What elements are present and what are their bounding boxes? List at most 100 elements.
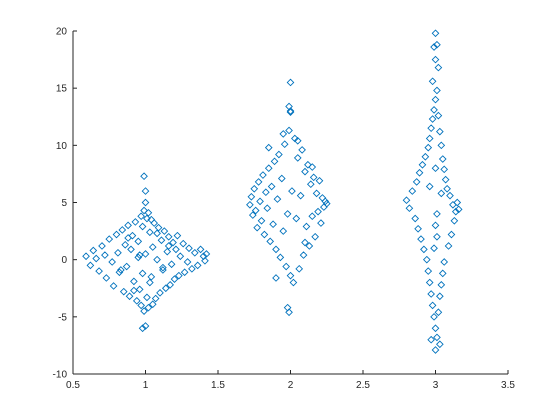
data-point	[322, 199, 331, 208]
data-point	[146, 278, 154, 287]
data-point	[156, 288, 164, 297]
data-point	[119, 287, 128, 296]
data-point	[173, 231, 182, 240]
data-point	[427, 290, 435, 298]
data-point	[308, 212, 317, 221]
data-point	[425, 278, 434, 287]
data-point	[450, 216, 459, 225]
data-point	[118, 226, 127, 234]
data-point	[305, 242, 314, 250]
data-point	[105, 235, 114, 243]
data-point	[286, 108, 295, 117]
data-point	[122, 262, 131, 271]
series-2	[246, 78, 331, 317]
y-tick-label: 15	[56, 84, 68, 95]
data-point	[434, 111, 443, 120]
data-point	[130, 277, 138, 286]
data-point	[279, 130, 288, 138]
data-point	[121, 240, 130, 249]
data-point	[266, 237, 275, 246]
data-point	[137, 301, 145, 310]
data-point	[437, 189, 446, 198]
data-point	[247, 192, 256, 201]
data-point	[434, 63, 443, 72]
data-point	[148, 243, 157, 251]
data-point	[193, 261, 202, 270]
data-point	[153, 229, 161, 238]
data-point	[202, 250, 211, 258]
data-point	[428, 115, 437, 123]
data-point	[264, 143, 273, 152]
data-point	[89, 246, 98, 255]
data-point	[148, 300, 157, 309]
data-point	[293, 136, 302, 145]
x-tick-label: 3	[433, 380, 439, 391]
data-point	[163, 247, 172, 256]
data-point	[444, 242, 453, 250]
data-point	[257, 216, 266, 225]
data-point	[272, 274, 280, 282]
data-point	[157, 236, 166, 245]
data-point	[279, 227, 288, 235]
data-point	[425, 182, 434, 191]
data-point	[272, 245, 280, 254]
data-point	[315, 176, 324, 185]
data-point	[308, 163, 317, 171]
data-point	[160, 227, 169, 235]
x-tick-label: 3.5	[501, 380, 515, 391]
data-point	[422, 255, 431, 264]
data-point	[433, 40, 441, 49]
data-point	[312, 189, 321, 198]
data-point	[101, 251, 109, 259]
data-point	[431, 95, 440, 104]
data-point	[159, 266, 167, 274]
data-point	[180, 268, 189, 277]
data-point	[433, 333, 441, 342]
data-point	[159, 263, 167, 272]
data-point	[98, 242, 106, 250]
data-point	[301, 238, 309, 247]
y-tick-label: 20	[56, 27, 68, 38]
data-point	[321, 197, 330, 206]
data-point	[109, 282, 118, 290]
data-point	[282, 262, 290, 271]
data-point	[275, 150, 283, 159]
data-point	[253, 223, 261, 232]
data-point	[141, 250, 150, 258]
data-point	[153, 255, 161, 264]
data-point	[264, 164, 273, 173]
data-point	[430, 312, 438, 321]
data-point	[283, 210, 292, 218]
series-1	[82, 172, 211, 333]
x-tick-label: 2	[288, 380, 294, 391]
data-point	[433, 86, 441, 95]
data-point	[260, 230, 269, 239]
data-point	[134, 253, 143, 262]
data-point	[267, 182, 276, 191]
data-point	[259, 171, 267, 179]
data-point	[424, 143, 433, 152]
data-point	[82, 252, 90, 261]
data-point	[446, 191, 454, 200]
data-point	[143, 214, 151, 223]
data-point	[415, 168, 424, 177]
data-point	[201, 256, 209, 265]
series-3	[402, 29, 463, 354]
data-point	[135, 285, 144, 294]
data-point	[414, 224, 422, 233]
data-point	[430, 106, 438, 114]
data-point	[127, 245, 135, 254]
data-point	[170, 275, 179, 283]
data-point	[114, 248, 122, 257]
data-point	[418, 160, 427, 169]
data-point	[417, 235, 425, 243]
data-point	[427, 124, 435, 133]
data-point	[179, 239, 188, 248]
data-point	[318, 194, 327, 202]
data-point	[288, 187, 296, 195]
data-point	[454, 205, 463, 214]
data-point	[451, 207, 460, 216]
data-point	[428, 77, 437, 86]
data-point	[124, 221, 132, 230]
data-point	[138, 269, 147, 278]
